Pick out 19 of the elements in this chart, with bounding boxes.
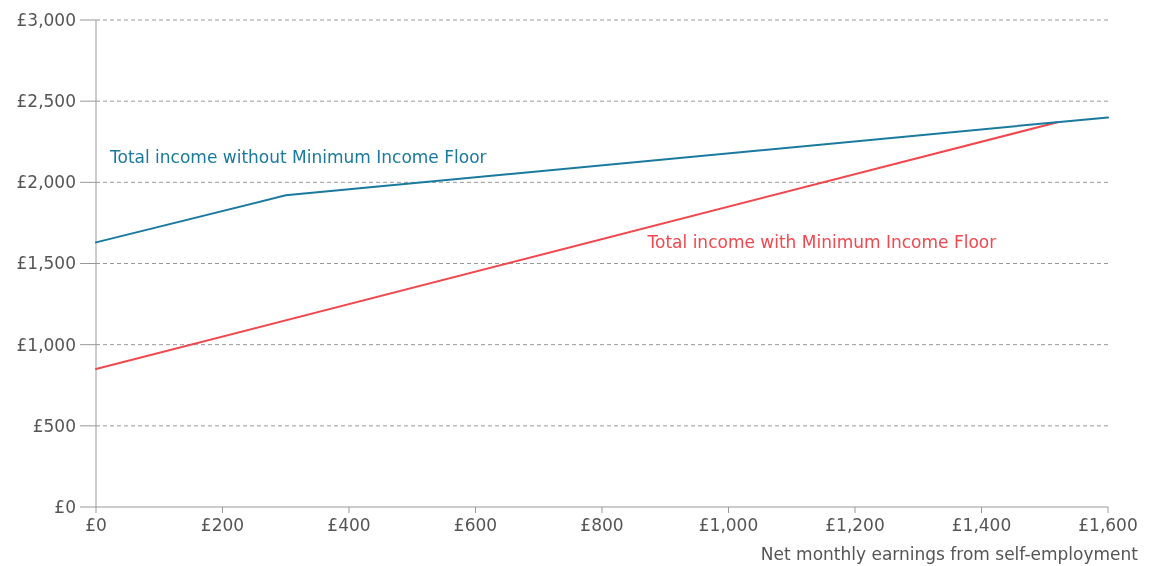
y-tick-label: £500 <box>32 415 76 436</box>
x-tick-label: £600 <box>453 515 498 535</box>
x-tick-label: £400 <box>327 515 371 535</box>
y-tick-label: £1,000 <box>16 334 76 355</box>
x-axis-title: Net monthly earnings from self-employment <box>760 544 1139 564</box>
x-tick-label: £0 <box>85 515 107 535</box>
x-tick-label: £1,200 <box>825 515 885 535</box>
y-tick-label: £0 <box>54 496 76 517</box>
x-tick-label: £200 <box>200 515 245 535</box>
y-tick-label: £1,500 <box>16 253 76 274</box>
y-tick-label: £3,000 <box>16 9 76 30</box>
x-tick-label: £1,000 <box>698 515 759 535</box>
series-label: Total income without Minimum Income Floor <box>109 146 487 167</box>
x-tick-label: £800 <box>580 515 624 535</box>
x-tick-label: £1,600 <box>1078 515 1138 535</box>
series-label: Total income with Minimum Income Floor <box>646 231 997 252</box>
x-tick-label: £1,400 <box>951 515 1012 535</box>
y-tick-label: £2,000 <box>16 172 76 193</box>
y-tick-label: £2,500 <box>16 91 76 112</box>
